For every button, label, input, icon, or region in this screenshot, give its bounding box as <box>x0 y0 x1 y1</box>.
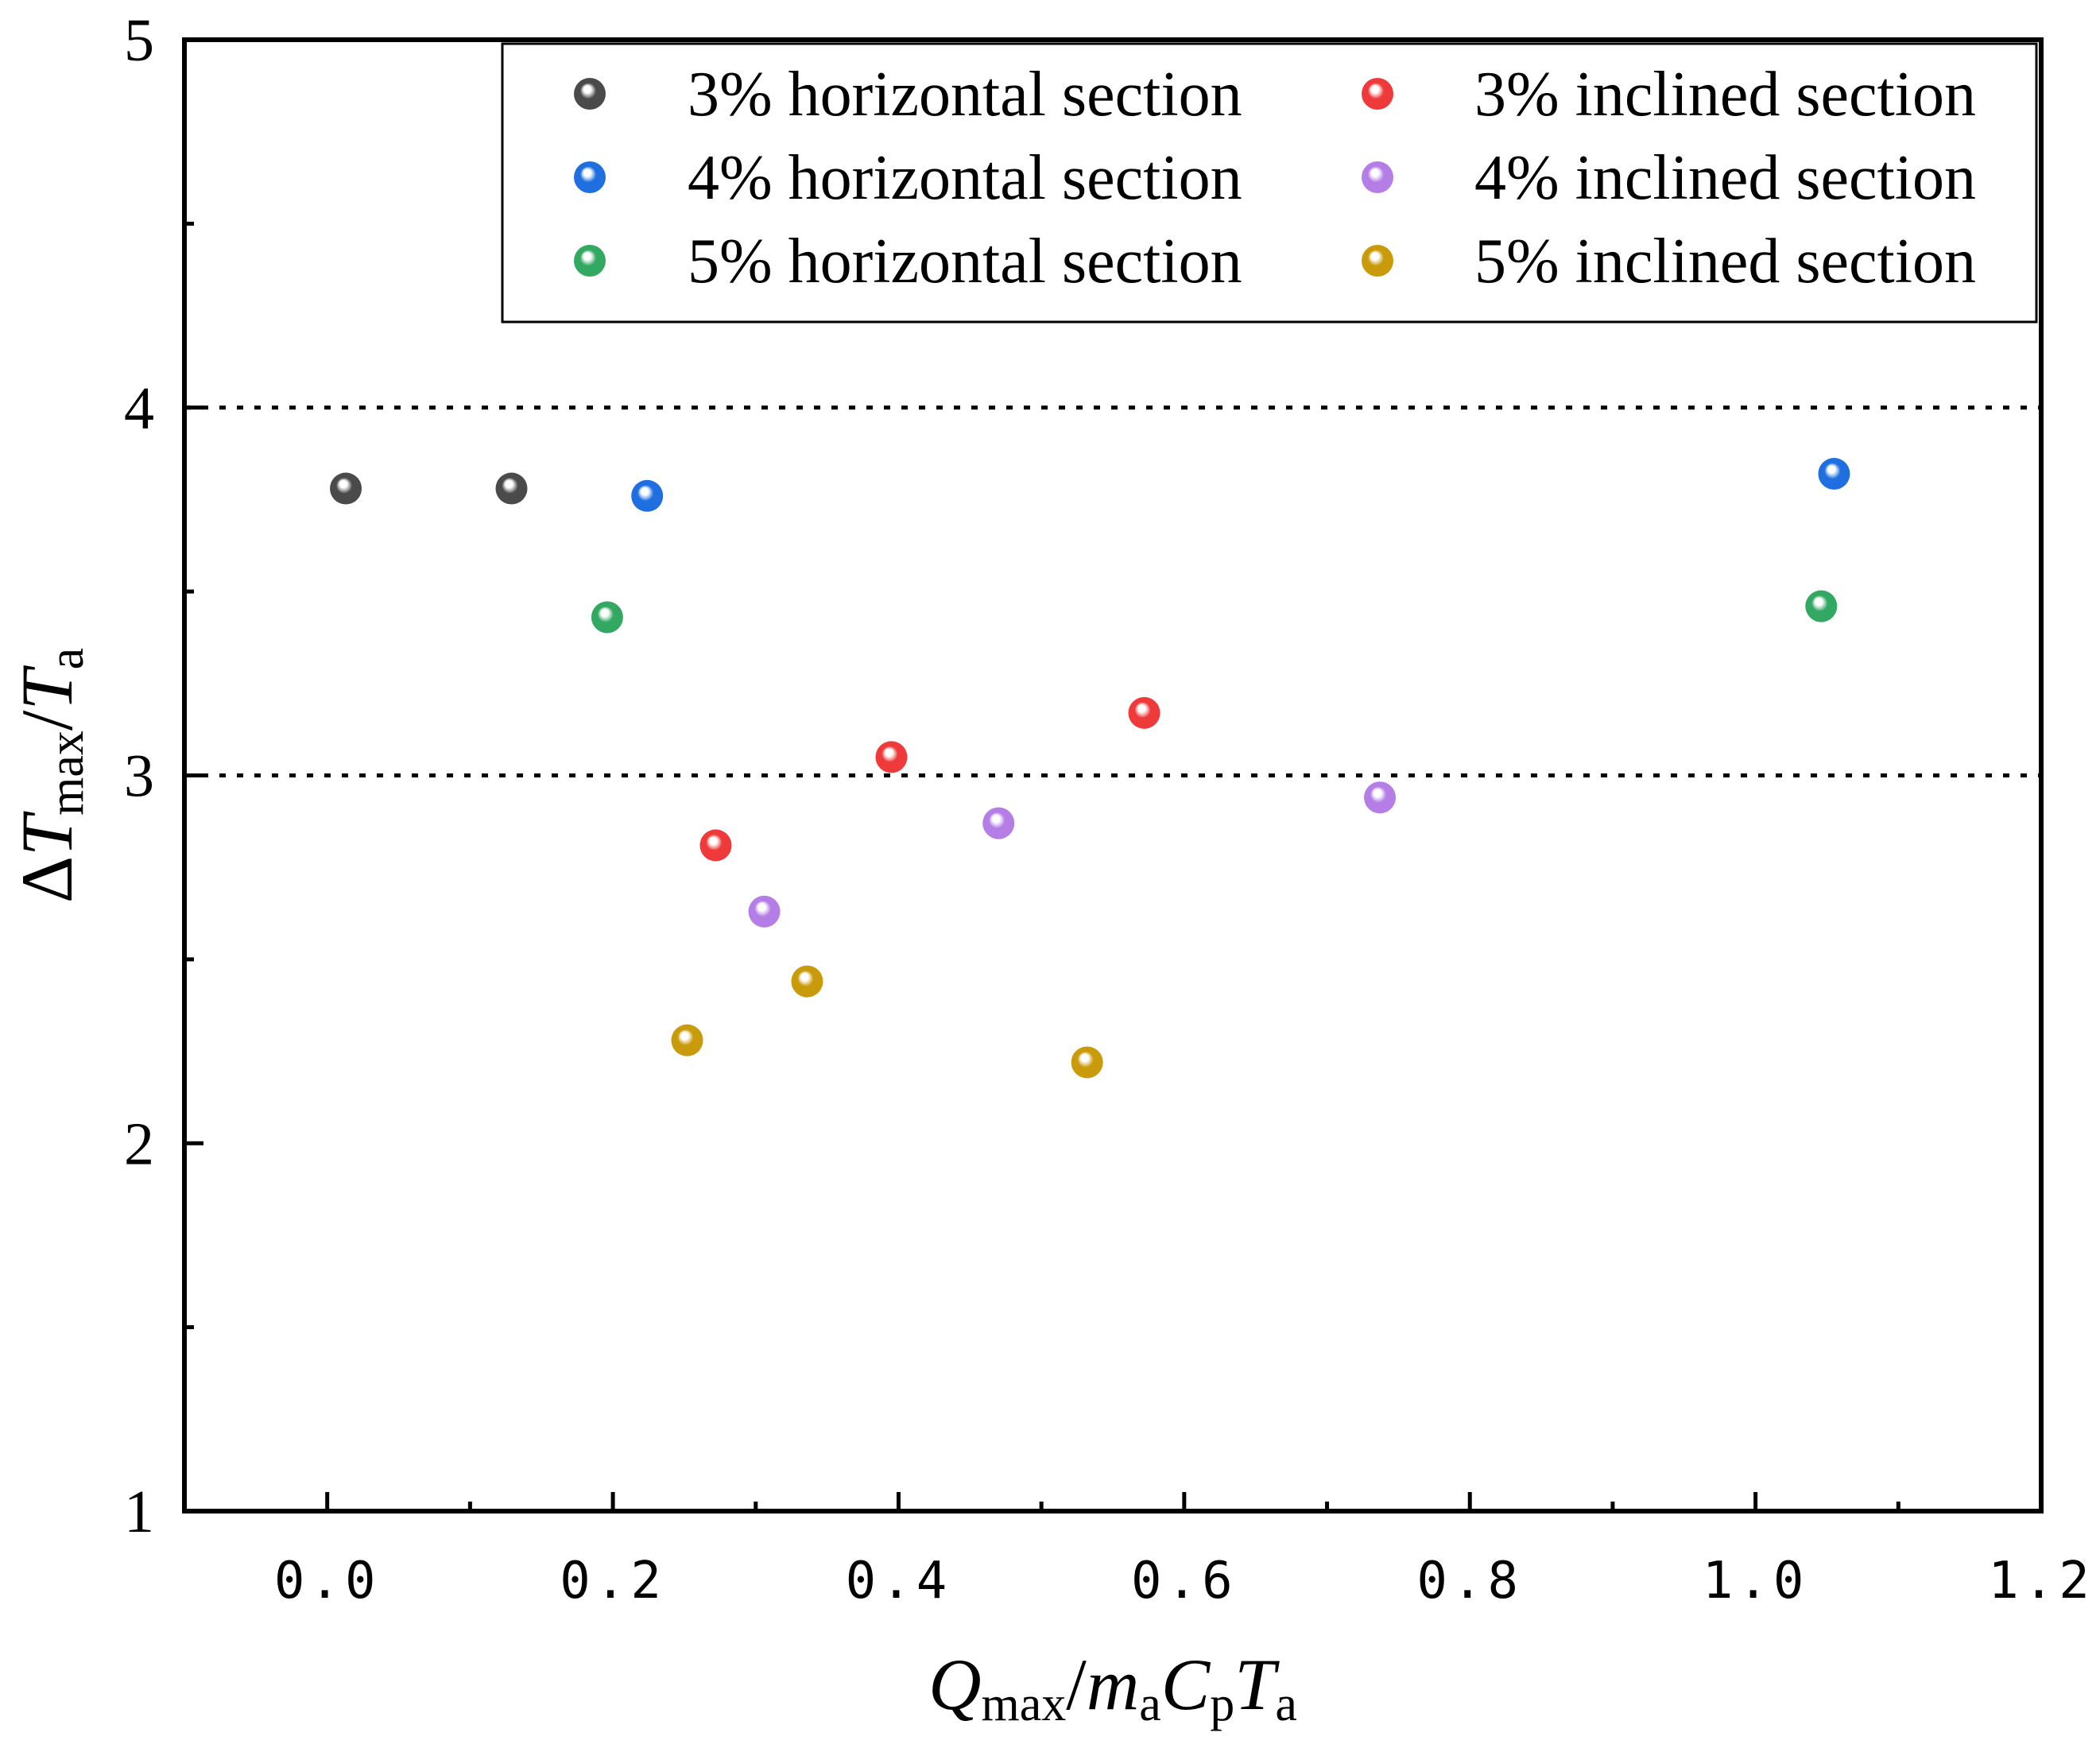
data-point <box>791 965 823 998</box>
y-tick-label: 4 <box>124 375 154 442</box>
x-axis-title: Qmax/maCpTa <box>928 1644 1297 1731</box>
legend-marker <box>1362 245 1393 277</box>
tick-labels: 0.0 0.2 0.4 0.6 0.8 1.0 1.2 1 2 3 4 5 <box>124 7 2094 1610</box>
legend-marker <box>1362 161 1393 193</box>
x-tick-label: 0.8 <box>1416 1552 1523 1610</box>
legend-box <box>501 42 2038 324</box>
x-tick-label: 0.0 <box>274 1552 381 1610</box>
data-point <box>1364 781 1397 814</box>
legend-label: 3% inclined section <box>1474 60 1976 130</box>
data-point <box>591 601 623 634</box>
legend-marker <box>574 78 606 110</box>
reference-lines <box>184 405 2041 777</box>
data-point <box>1805 590 1838 622</box>
data-point <box>330 472 362 505</box>
y-tick-label: 2 <box>124 1110 154 1177</box>
x-tick-label: 0.6 <box>1131 1552 1238 1610</box>
data-point <box>699 829 732 862</box>
legend-label: 4% inclined section <box>1474 143 1976 213</box>
data-point <box>495 472 528 505</box>
data-point <box>1128 696 1160 729</box>
x-tick-label: 1.2 <box>1988 1552 2094 1610</box>
legend-label: 3% horizontal section <box>688 60 1242 130</box>
legend-label: 4% horizontal section <box>688 143 1242 213</box>
data-point <box>875 741 908 773</box>
legend: 3% horizontal section 4% horizontal secti… <box>501 42 2038 324</box>
data-point <box>671 1024 703 1056</box>
x-tick-label: 1.0 <box>1703 1552 1809 1610</box>
legend-marker <box>574 161 606 193</box>
legend-label: 5% horizontal section <box>688 227 1242 297</box>
y-tick-label: 5 <box>124 7 154 74</box>
data-point <box>1818 458 1850 490</box>
x-tick-label: 0.2 <box>560 1552 666 1610</box>
legend-marker <box>1362 78 1393 110</box>
data-point <box>1071 1046 1103 1079</box>
plot-frame <box>182 37 2044 1514</box>
legend-label: 5% inclined section <box>1474 227 1976 297</box>
y-tick-label: 3 <box>124 743 154 810</box>
legend-marker <box>574 245 606 277</box>
data-point <box>748 895 781 928</box>
data-point <box>982 807 1015 839</box>
data-points <box>330 458 1850 1079</box>
y-axis-title: ΔTmax/Ta <box>6 648 94 903</box>
data-point <box>631 479 664 512</box>
y-tick-label: 1 <box>124 1479 154 1545</box>
x-tick-label: 0.4 <box>846 1552 952 1610</box>
